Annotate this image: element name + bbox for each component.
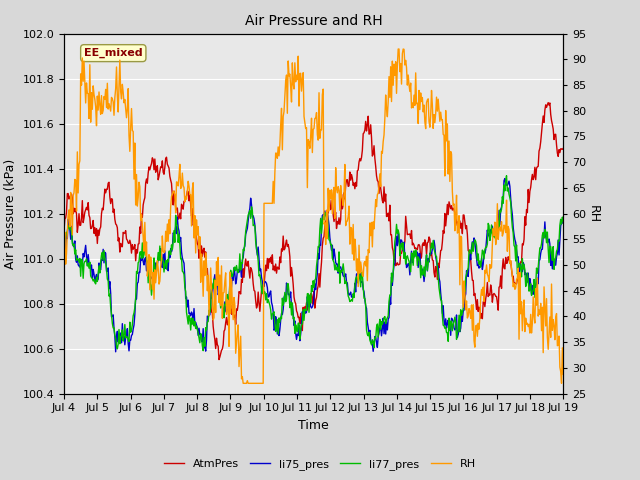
- AtmPres: [287, 273, 294, 279]
- AtmPres: [437, 248, 445, 253]
- Line: RH: RH: [64, 49, 563, 384]
- Text: EE_mixed: EE_mixed: [84, 48, 143, 58]
- li75_pres: [287, 289, 294, 295]
- RH: [239, 381, 247, 386]
- li77_pres: [148, 282, 156, 288]
- AtmPres: [559, 145, 567, 151]
- RH: [189, 186, 196, 192]
- li77_pres: [60, 245, 68, 251]
- AtmPres: [355, 159, 363, 165]
- RH: [355, 242, 363, 248]
- li75_pres: [394, 229, 402, 235]
- RH: [60, 240, 68, 246]
- li77_pres: [287, 299, 294, 305]
- Line: li77_pres: li77_pres: [64, 176, 563, 351]
- RH: [287, 84, 294, 90]
- Y-axis label: RH: RH: [588, 204, 600, 223]
- li75_pres: [60, 253, 68, 259]
- RH: [148, 287, 156, 292]
- li77_pres: [394, 227, 402, 233]
- RH: [559, 372, 567, 377]
- li77_pres: [437, 297, 445, 303]
- li75_pres: [559, 219, 567, 225]
- li75_pres: [501, 176, 509, 181]
- li77_pres: [355, 271, 363, 276]
- li75_pres: [437, 290, 445, 296]
- li77_pres: [559, 218, 567, 224]
- li77_pres: [199, 348, 207, 354]
- li75_pres: [189, 319, 197, 324]
- AtmPres: [189, 206, 196, 212]
- Title: Air Pressure and RH: Air Pressure and RH: [244, 14, 383, 28]
- RH: [394, 46, 402, 52]
- Line: li75_pres: li75_pres: [64, 179, 563, 352]
- AtmPres: [394, 262, 402, 268]
- Line: AtmPres: AtmPres: [64, 103, 563, 360]
- li77_pres: [189, 321, 196, 327]
- li75_pres: [149, 275, 157, 280]
- AtmPres: [60, 228, 68, 233]
- X-axis label: Time: Time: [298, 419, 329, 432]
- li75_pres: [112, 349, 120, 355]
- RH: [395, 46, 403, 52]
- Y-axis label: Air Pressure (kPa): Air Pressure (kPa): [4, 158, 17, 269]
- li75_pres: [355, 272, 363, 277]
- li77_pres: [502, 173, 510, 179]
- AtmPres: [148, 155, 156, 161]
- RH: [438, 117, 445, 123]
- AtmPres: [215, 357, 223, 362]
- AtmPres: [545, 100, 552, 106]
- Legend: AtmPres, li75_pres, li77_pres, RH: AtmPres, li75_pres, li77_pres, RH: [160, 455, 480, 474]
